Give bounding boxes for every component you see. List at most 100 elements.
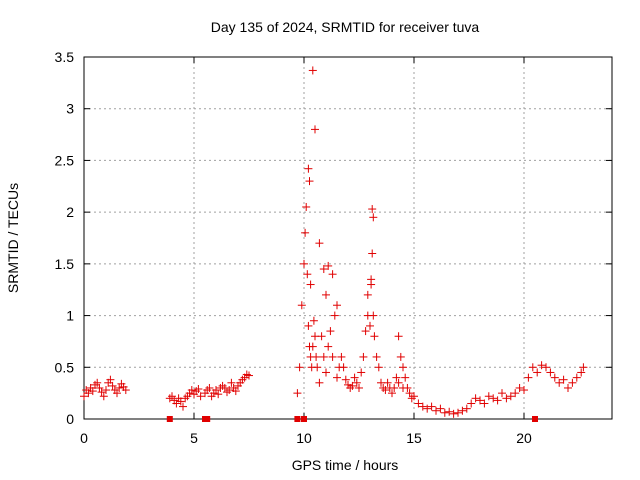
data-point — [212, 386, 220, 395]
axis-ticks: 0 0.5 1 1.5 2 2.5 3 3.5 0 5 10 15 20 — [55, 49, 612, 446]
data-point — [392, 373, 401, 382]
data-point — [414, 399, 423, 408]
data-point — [84, 389, 93, 398]
data-point — [309, 316, 318, 325]
data-point — [99, 392, 108, 401]
data-point — [381, 386, 390, 395]
data-point — [300, 259, 308, 268]
data-point — [369, 311, 378, 320]
data-point — [311, 125, 319, 134]
data-point — [113, 389, 121, 398]
plot-frame — [83, 56, 613, 420]
data-point — [369, 213, 378, 222]
data-point — [480, 399, 489, 408]
y-tick-label: 0 — [66, 411, 74, 427]
data-point — [227, 378, 236, 387]
x-tick-label: 15 — [406, 430, 422, 446]
data-point — [328, 270, 337, 279]
data-point — [295, 363, 304, 372]
data-point — [301, 416, 307, 422]
data-point — [194, 385, 203, 394]
data-point — [449, 409, 458, 418]
data-point — [542, 363, 550, 372]
data-point — [108, 381, 117, 390]
data-point — [337, 352, 346, 361]
data-point — [399, 363, 407, 372]
data-point — [115, 383, 124, 392]
data-point — [204, 416, 211, 422]
x-axis-label: GPS time / hours — [292, 457, 399, 473]
data-point — [214, 390, 223, 399]
data-point — [368, 205, 377, 214]
data-point — [524, 373, 533, 382]
y-axis-label: SRMTID / TECUs — [5, 183, 21, 293]
data-point — [176, 397, 185, 406]
data-point — [467, 399, 476, 408]
data-point — [368, 249, 377, 258]
data-point — [454, 408, 462, 417]
data-point — [319, 265, 328, 274]
data-point — [388, 389, 396, 398]
data-point — [363, 290, 372, 299]
data-point — [328, 352, 337, 361]
y-tick-label: 3 — [66, 101, 74, 117]
data-point — [245, 371, 253, 380]
data-point — [102, 386, 110, 395]
data-point — [555, 378, 564, 387]
x-tick-label: 10 — [296, 430, 312, 446]
data-point — [324, 342, 333, 351]
data-point — [231, 387, 240, 396]
data-point — [352, 378, 361, 387]
data-point — [559, 375, 568, 384]
data-point — [374, 363, 383, 372]
data-point — [341, 375, 350, 384]
data-point — [440, 408, 449, 417]
y-tick-label: 2 — [66, 204, 74, 220]
data-point — [462, 404, 471, 413]
data-point — [293, 389, 302, 398]
data-point — [333, 301, 341, 310]
data-point — [305, 177, 314, 186]
data-point — [80, 392, 88, 401]
x-tick-label: 0 — [80, 430, 88, 446]
data-point — [196, 392, 205, 401]
data-point — [445, 407, 454, 416]
data-point — [493, 396, 502, 405]
data-point — [220, 383, 229, 392]
data-point — [458, 406, 467, 415]
data-point — [315, 239, 324, 248]
data-point — [339, 363, 348, 372]
data-point — [537, 361, 546, 370]
data-point — [303, 270, 312, 279]
data-point — [366, 321, 374, 330]
data-point — [372, 352, 381, 361]
y-tick-label: 0.5 — [55, 359, 75, 375]
data-point — [399, 383, 407, 392]
data-point — [436, 404, 445, 413]
y-tick-label: 1.5 — [55, 256, 75, 272]
data-point — [326, 327, 335, 336]
data-point — [312, 352, 321, 361]
data-point — [97, 388, 106, 397]
data-point — [579, 363, 588, 372]
data-point — [394, 378, 403, 387]
data-point — [179, 402, 187, 411]
data-point — [106, 375, 115, 384]
data-point — [546, 368, 555, 377]
data-point — [367, 275, 376, 284]
data-point — [533, 368, 542, 377]
data-point — [390, 383, 399, 392]
data-point — [577, 368, 586, 377]
data-point — [308, 342, 317, 351]
data-point — [319, 352, 328, 361]
y-tick-label: 2.5 — [55, 152, 75, 168]
data-point — [304, 321, 313, 330]
data-point — [302, 202, 311, 211]
data-point — [498, 389, 506, 398]
data-point — [313, 363, 322, 372]
data-point — [423, 404, 432, 413]
data-point — [330, 311, 339, 320]
data-point — [324, 261, 333, 270]
